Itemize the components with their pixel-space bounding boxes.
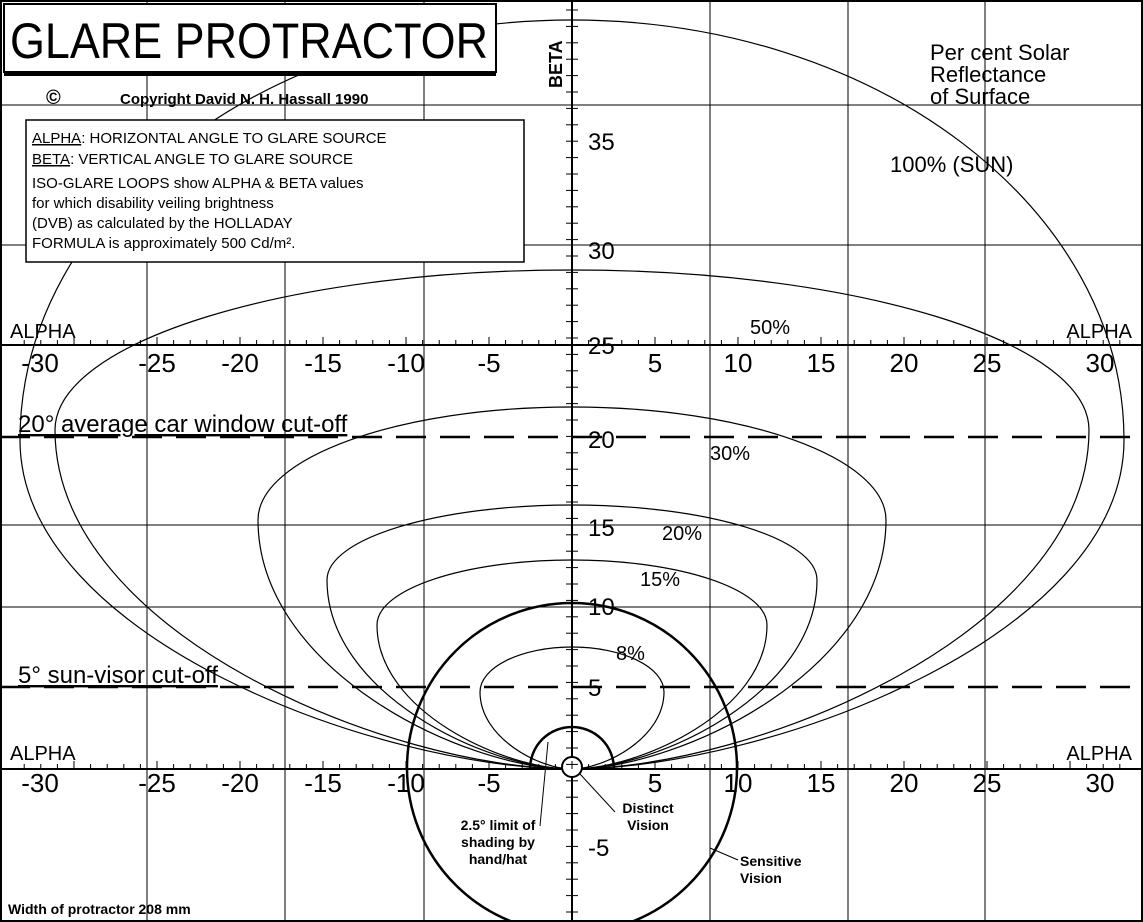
alpha-tick-label: -20: [221, 768, 259, 798]
sensitive-vision-label: Vision: [740, 870, 782, 886]
alpha-tick-label: 20: [890, 768, 919, 798]
alpha-tick-label: -10: [387, 768, 425, 798]
loop-label: 8%: [616, 643, 645, 665]
alpha-tick-label: -5: [477, 768, 500, 798]
iso-glare-loop: [376, 559, 768, 770]
beta-tick-label: 10: [588, 594, 615, 621]
distinct-pointer: [579, 773, 616, 813]
legend-line: (DVB) as calculated by the HOLLADAY: [32, 215, 293, 232]
alpha-tick-label: -5: [477, 348, 500, 378]
beta-axis-label: BETA: [546, 40, 566, 88]
reflectance-heading: Per cent Solar: [930, 40, 1069, 65]
copyright: Copyright David N. H. Hassall 1990: [120, 91, 368, 108]
alpha-term: ALPHA: [32, 130, 81, 147]
alpha-tick-label: 10: [724, 768, 753, 798]
beta-tick-label: 5: [588, 675, 601, 702]
legend-line: ISO-GLARE LOOPS show ALPHA & BETA values: [32, 175, 364, 192]
distinct-vision-label: Vision: [627, 817, 669, 833]
beta-tick-label: 30: [588, 238, 615, 265]
alpha-tick-label: 20: [890, 348, 919, 378]
loop-label: 20%: [662, 523, 702, 545]
hand-hat-label: shading by: [461, 834, 535, 850]
title: GLARE PROTRACTOR: [10, 13, 488, 69]
beta-tick-label: 35: [588, 129, 615, 156]
legend-line: for which disability veiling brightness: [32, 195, 274, 212]
alpha-tick-label: 25: [973, 348, 1002, 378]
alpha-tick-label: 30: [1086, 348, 1115, 378]
alpha-tick-label: -20: [221, 348, 259, 378]
alpha-tick-label: -30: [21, 348, 59, 378]
sensitive-pointer: [709, 847, 739, 861]
sensitive-vision-circle: [405, 601, 739, 922]
loop-label: 30%: [710, 443, 750, 465]
iso-glare-loops: [19, 19, 1125, 770]
beta-definition: BETA: VERTICAL ANGLE TO GLARE SOURCE: [32, 151, 353, 168]
hand-hat-arc: [528, 725, 616, 770]
beta-tick-label: 20: [588, 427, 615, 454]
iso-glare-loop: [54, 269, 1090, 770]
beta-def: : VERTICAL ANGLE TO GLARE SOURCE: [70, 151, 353, 168]
title-rule: [4, 72, 496, 76]
loop-label: 50%: [750, 317, 790, 339]
hand-hat-label: hand/hat: [469, 851, 528, 867]
beta-term: BETA: [32, 151, 70, 168]
legend-box: [25, 119, 525, 263]
alpha-tick-label: 10: [724, 348, 753, 378]
alpha-label: ALPHA: [1066, 321, 1132, 343]
width-note: Width of protractor 208 mm: [8, 901, 191, 917]
alpha-tick-label: -10: [387, 348, 425, 378]
sensitive-vision-label: Sensitive: [740, 853, 802, 869]
hand-hat-label: 2.5° limit of: [461, 817, 536, 833]
beta-tick-label: -5: [588, 835, 609, 862]
loop-label: 100% (SUN): [890, 152, 1013, 177]
alpha-label: ALPHA: [10, 743, 76, 765]
alpha-tick-label: -30: [21, 768, 59, 798]
car-window-label: 20° average car window cut-off: [18, 411, 348, 438]
alpha-def: : HORIZONTAL ANGLE TO GLARE SOURCE: [81, 130, 386, 147]
alpha-tick-label: 5: [648, 768, 662, 798]
alpha-tick-label: 15: [807, 768, 836, 798]
iso-glare-loop: [326, 504, 818, 770]
alpha-label: ALPHA: [10, 321, 76, 343]
distinct-vision-label: Distinct: [622, 800, 674, 816]
copyright-symbol: ©: [46, 87, 61, 109]
iso-glare-loop: [479, 646, 665, 770]
alpha-tick-label: -25: [138, 348, 176, 378]
beta-tick-label: 25: [588, 333, 615, 360]
alpha-tick-label: 25: [973, 768, 1002, 798]
legend-line: FORMULA is approximately 500 Cd/m².: [32, 235, 295, 252]
alpha-tick-label: 30: [1086, 768, 1115, 798]
hand-hat-pointer: [539, 741, 549, 827]
loop-label: 15%: [640, 569, 680, 591]
alpha-tick-label: -15: [304, 348, 342, 378]
alpha-definition: ALPHA: HORIZONTAL ANGLE TO GLARE SOURCE: [32, 130, 387, 147]
axis-ticks: [23, 9, 1121, 913]
alpha-tick-label: 15: [807, 348, 836, 378]
alpha-tick-label: -25: [138, 768, 176, 798]
reflectance-heading: of Surface: [930, 84, 1030, 109]
iso-glare-loop: [257, 406, 887, 770]
reflectance-heading: Reflectance: [930, 62, 1046, 87]
alpha-tick-label: -15: [304, 768, 342, 798]
sun-visor-label: 5° sun-visor cut-off: [18, 662, 218, 689]
alpha-label: ALPHA: [1066, 743, 1132, 765]
title-box: [3, 3, 497, 73]
alpha-tick-label: 5: [648, 348, 662, 378]
beta-tick-label: 15: [588, 515, 615, 542]
iso-glare-loop: [19, 19, 1125, 770]
